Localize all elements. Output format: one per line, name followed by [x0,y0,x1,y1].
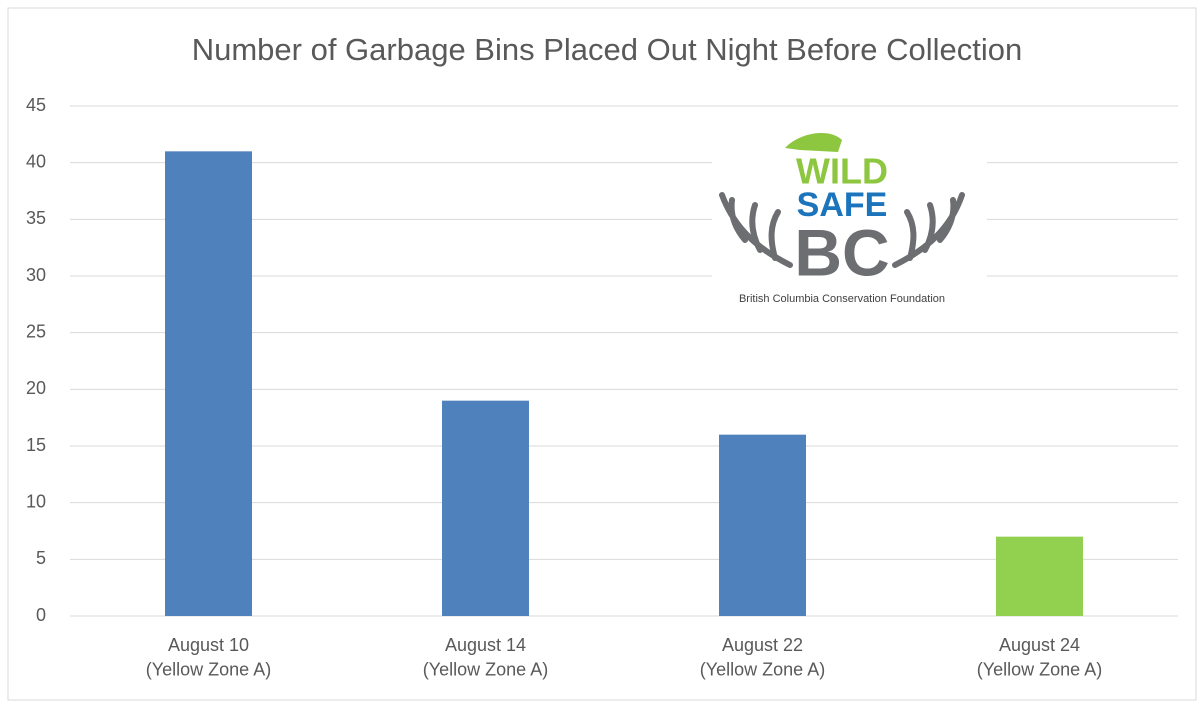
antler-left [719,192,793,268]
bar [719,434,806,616]
chart-title: Number of Garbage Bins Placed Out Night … [192,32,1023,67]
logo-background [712,128,987,313]
y-tick-label: 20 [26,378,46,398]
bar [165,151,252,617]
y-tick-label: 25 [26,321,46,341]
cougar-icon [785,133,842,152]
y-tick-label: 10 [26,491,46,511]
x-tick-label: August 24 (Yellow Zone A) [977,635,1102,679]
y-tick-label: 5 [36,548,46,568]
grid [70,105,1178,617]
antler-right [892,192,965,268]
y-tick-label: 30 [26,265,46,285]
y-tick-label: 40 [26,151,46,171]
logo-caption: British Columbia Conservation Foundation [739,293,945,305]
logo-wild: WILD [796,151,888,192]
bar [996,536,1083,616]
logo-bc: BC [794,215,889,289]
y-tick-label: 15 [26,435,46,455]
bar [442,400,529,616]
y-tick-label: 45 [26,95,46,115]
x-tick-label: August 10 (Yellow Zone A) [146,635,271,679]
y-tick-label: 0 [36,605,46,625]
x-tick-label: August 22 (Yellow Zone A) [700,635,825,679]
logo: WILD SAFE BC British Columbia Conservati… [712,128,987,313]
logo-safe: SAFE [797,186,888,224]
y-tick-label: 35 [26,208,46,228]
x-tick-label: August 14 (Yellow Zone A) [423,635,548,679]
